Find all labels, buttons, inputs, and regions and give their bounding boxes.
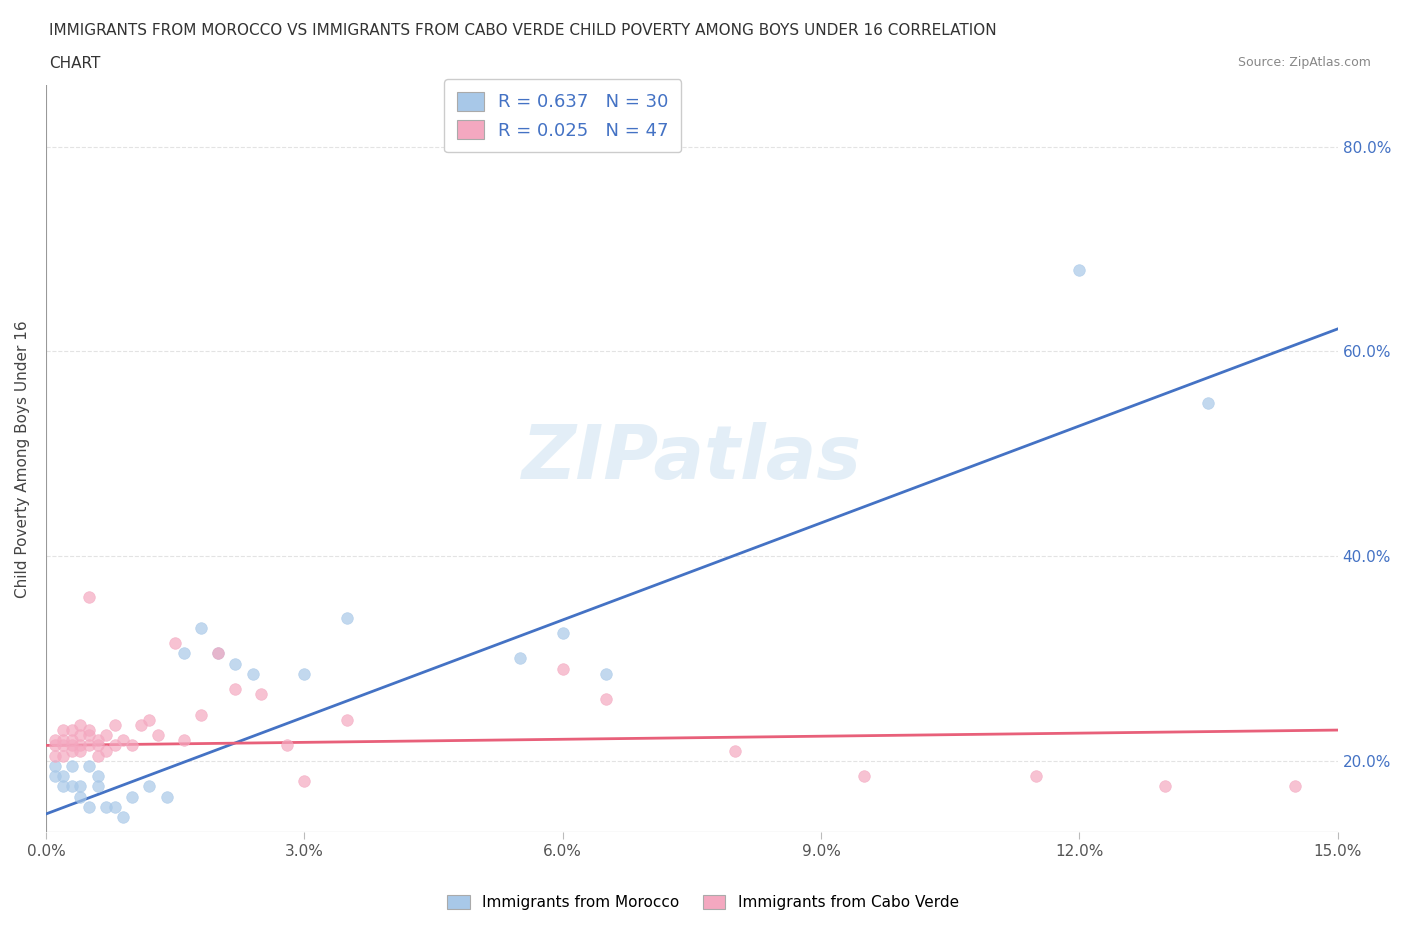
Point [112, 810, 135, 825]
Point [224, 682, 246, 697]
Point [1154, 779, 1177, 794]
Point [52, 749, 75, 764]
Point [250, 687, 273, 702]
Legend: R = 0.637   N = 30, R = 0.025   N = 47: R = 0.637 N = 30, R = 0.025 N = 47 [444, 79, 682, 153]
Point [77, 800, 100, 815]
Point [96, 800, 118, 815]
Point [69, 718, 91, 733]
Point [1025, 769, 1047, 784]
Point [60, 723, 83, 737]
Point [52, 738, 75, 753]
Text: IMMIGRANTS FROM MOROCCO VS IMMIGRANTS FROM CABO VERDE CHILD POVERTY AMONG BOYS U: IMMIGRANTS FROM MOROCCO VS IMMIGRANTS FR… [49, 23, 997, 38]
Point [595, 692, 617, 707]
Point [69, 738, 91, 753]
Point [242, 666, 264, 681]
Point [60, 779, 83, 794]
Point [86, 779, 108, 794]
Point [69, 779, 91, 794]
Point [60, 759, 83, 774]
Point [86, 733, 108, 748]
Point [52, 769, 75, 784]
Point [551, 625, 574, 640]
Point [595, 666, 617, 681]
Point [86, 769, 108, 784]
Point [60, 743, 83, 758]
Point [173, 645, 195, 660]
Point [69, 728, 91, 743]
Point [292, 774, 315, 789]
Point [129, 718, 152, 733]
Point [121, 790, 143, 804]
Point [551, 661, 574, 676]
Point [190, 620, 212, 635]
Point [96, 728, 118, 743]
Point [77, 738, 100, 753]
Point [69, 790, 91, 804]
Point [44, 738, 66, 753]
Point [155, 790, 177, 804]
Point [724, 743, 747, 758]
Y-axis label: Child Poverty Among Boys Under 16: Child Poverty Among Boys Under 16 [15, 320, 30, 598]
Point [52, 779, 75, 794]
Point [104, 800, 127, 815]
Point [121, 738, 143, 753]
Point [77, 723, 100, 737]
Legend: Immigrants from Morocco, Immigrants from Cabo Verde: Immigrants from Morocco, Immigrants from… [440, 887, 966, 918]
Point [52, 723, 75, 737]
Point [276, 738, 298, 753]
Point [207, 645, 229, 660]
Point [853, 769, 876, 784]
Point [44, 733, 66, 748]
Text: Source: ZipAtlas.com: Source: ZipAtlas.com [1237, 56, 1371, 69]
Point [138, 779, 160, 794]
Point [69, 743, 91, 758]
Point [86, 738, 108, 753]
Point [190, 708, 212, 723]
Point [173, 733, 195, 748]
Text: ZIPatlas: ZIPatlas [522, 422, 862, 496]
Point [1069, 262, 1091, 277]
Point [509, 651, 531, 666]
Point [1198, 395, 1220, 410]
Point [336, 712, 359, 727]
Point [77, 728, 100, 743]
Point [104, 738, 127, 753]
Point [60, 738, 83, 753]
Point [138, 712, 160, 727]
Point [336, 610, 359, 625]
Point [1284, 779, 1306, 794]
Text: CHART: CHART [49, 56, 101, 71]
Point [104, 718, 127, 733]
Point [207, 645, 229, 660]
Point [77, 759, 100, 774]
Point [60, 733, 83, 748]
Point [224, 656, 246, 671]
Point [52, 733, 75, 748]
Point [292, 666, 315, 681]
Point [96, 743, 118, 758]
Point [146, 728, 169, 743]
Point [44, 759, 66, 774]
Point [112, 733, 135, 748]
Point [86, 749, 108, 764]
Point [44, 749, 66, 764]
Point [77, 590, 100, 604]
Point [44, 769, 66, 784]
Point [165, 635, 187, 650]
